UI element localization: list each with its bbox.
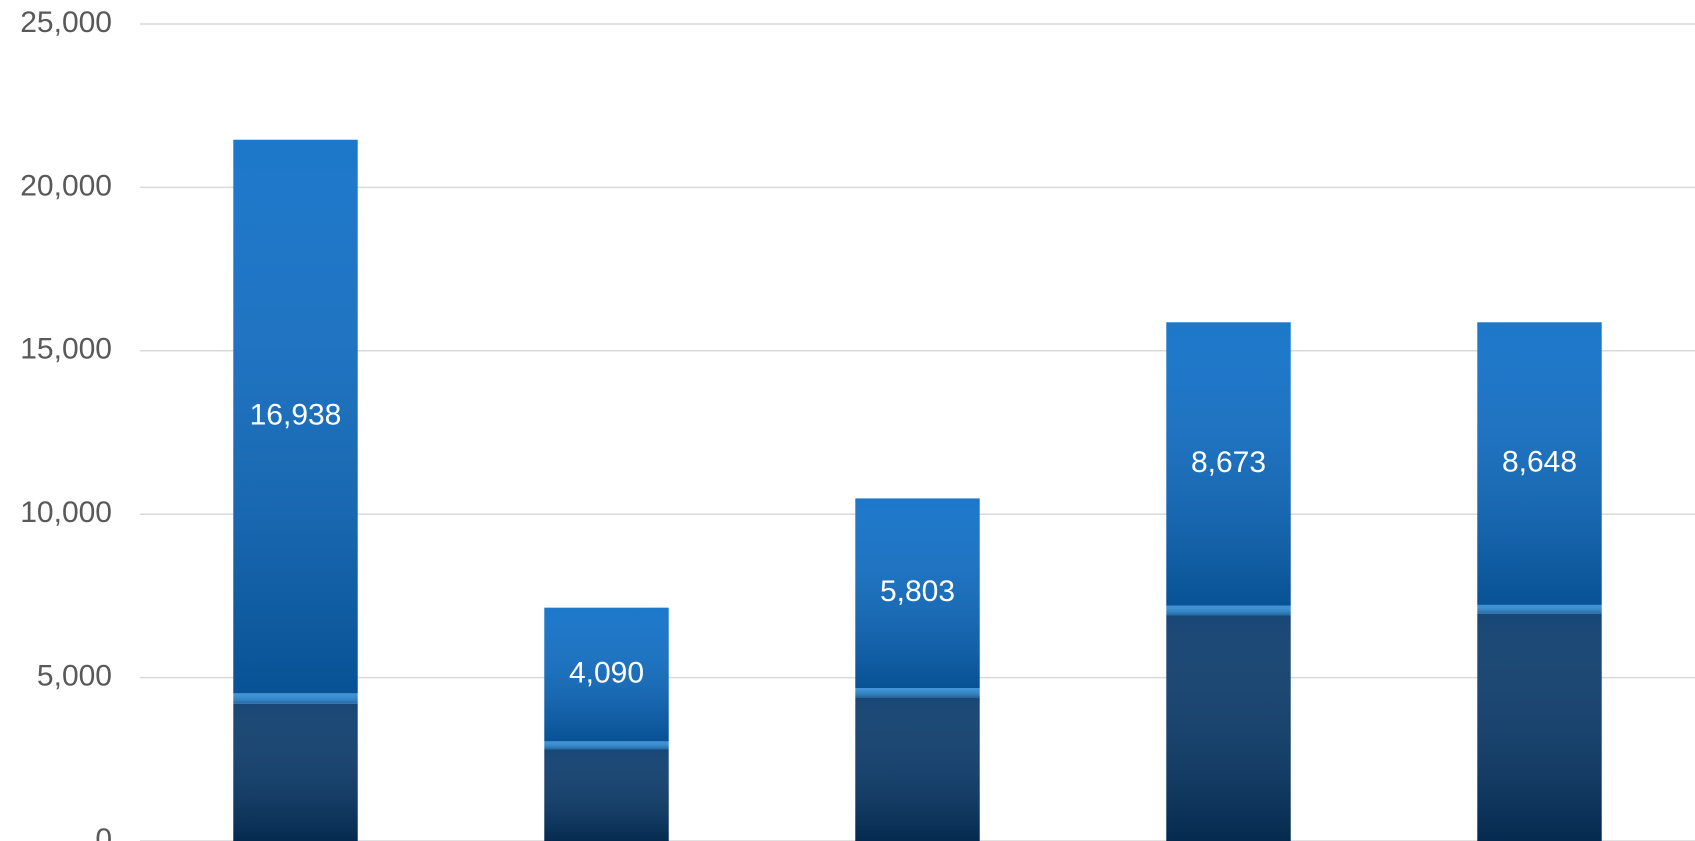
bar-shade	[855, 697, 980, 841]
value-label: 4,090	[569, 656, 644, 689]
bar-shade	[1477, 613, 1602, 841]
y-tick-label: 5,000	[37, 660, 112, 693]
bar-shade	[1477, 322, 1602, 605]
bar-shade	[1166, 615, 1291, 841]
bar-shade	[1166, 605, 1291, 616]
y-tick-label: 10,000	[20, 496, 112, 529]
bar-shade	[1477, 604, 1602, 614]
y-tick-label: 15,000	[20, 333, 112, 366]
bar-shade	[544, 749, 669, 841]
value-label: 5,803	[880, 575, 955, 608]
bar-shade	[233, 693, 358, 704]
bar-shade	[855, 688, 980, 698]
bar-shade	[233, 139, 358, 694]
bar-shade	[544, 741, 669, 750]
value-label: 8,673	[1191, 446, 1266, 479]
bar-shade	[544, 607, 669, 742]
value-label: 8,648	[1502, 446, 1577, 479]
y-tick-label: 0	[95, 823, 112, 841]
y-tick-label: 25,000	[20, 6, 112, 39]
bar-shade	[233, 703, 358, 841]
y-tick-label: 20,000	[20, 169, 112, 202]
bar-shade	[855, 498, 980, 689]
bar-shade	[1166, 322, 1291, 606]
value-label: 16,938	[250, 398, 342, 431]
